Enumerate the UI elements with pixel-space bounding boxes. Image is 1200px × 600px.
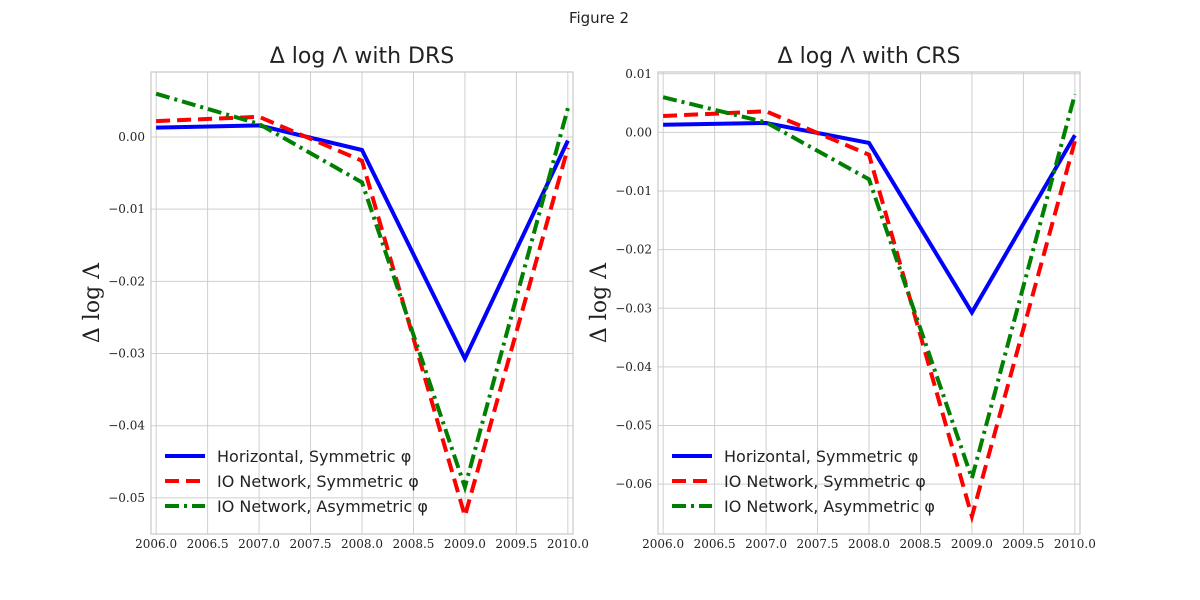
y-tick-label: −0.05 [108, 491, 145, 505]
legend-label: Horizontal, Symmetric φ [724, 447, 918, 466]
chart-panel-drs: 2006.0 2006.5 2007.0 2007.5 2008.0 2008.5 2009… [80, 44, 589, 551]
x-tick-label: 2006.5 [694, 537, 736, 551]
series-line-2 [663, 109, 1077, 524]
y-tick-label: −0.04 [615, 360, 652, 374]
chart-title: Δ log Λ with CRS [778, 44, 961, 69]
chart-title: Δ log Λ with DRS [270, 44, 454, 69]
y-tick-label: −0.06 [615, 477, 652, 491]
x-tick-label: 2008.5 [899, 537, 941, 551]
plot-frame [150, 71, 574, 535]
x-tick-label: 2006.0 [642, 537, 684, 551]
x-tick-label: 2008.0 [341, 537, 383, 551]
x-tick-label: 2007.0 [238, 537, 280, 551]
x-tick-label: 2006.5 [187, 537, 229, 551]
series-line-1 [663, 120, 1077, 317]
y-tick-label: 0.00 [118, 130, 145, 144]
x-tick-label: 2008.0 [848, 537, 890, 551]
x-tick-label: 2009.0 [951, 537, 993, 551]
figure-title: Figure 2 [569, 9, 629, 27]
y-axis-label: Δ log Λ [587, 262, 612, 343]
x-tick-label: 2009.0 [444, 537, 486, 551]
y-tick-label: −0.03 [615, 301, 652, 315]
series-line-1 [156, 123, 570, 364]
series-line-2 [156, 114, 570, 524]
x-tick-label: 2009.5 [1002, 537, 1044, 551]
y-tick-label: −0.01 [108, 202, 145, 216]
y-axis-label: Δ log Λ [80, 262, 105, 343]
x-tick-label: 2008.5 [392, 537, 434, 551]
y-tick-label: −0.05 [615, 419, 652, 433]
series-line-3 [662, 93, 1077, 486]
y-tick-label: −0.02 [108, 274, 145, 288]
x-tick-label: 2007.5 [290, 537, 332, 551]
plot-frame [657, 71, 1081, 535]
y-tick-label: −0.03 [108, 347, 145, 361]
y-tick-label: 0.01 [625, 67, 652, 81]
legend-label: Horizontal, Symmetric φ [217, 447, 411, 466]
chart-panel-crs: 2006.0 2006.5 2007.0 2007.5 2008.0 2008.5 2009… [587, 44, 1096, 551]
y-tick-label: −0.04 [108, 419, 145, 433]
x-tick-label: 2010.0 [547, 537, 589, 551]
series-line-3 [155, 91, 570, 494]
y-tick-label: 0.00 [625, 125, 652, 139]
x-tick-label: 2006.0 [135, 537, 177, 551]
legend-label: IO Network, Asymmetric φ [724, 497, 935, 516]
y-tick-label: −0.01 [615, 184, 652, 198]
y-tick-label: −0.02 [615, 243, 652, 257]
x-tick-label: 2007.0 [745, 537, 787, 551]
legend-label: IO Network, Asymmetric φ [217, 497, 428, 516]
legend-label: IO Network, Symmetric φ [724, 472, 926, 491]
x-tick-label: 2010.0 [1054, 537, 1096, 551]
legend-label: IO Network, Symmetric φ [217, 472, 419, 491]
x-tick-label: 2009.5 [495, 537, 537, 551]
x-tick-label: 2007.5 [797, 537, 839, 551]
